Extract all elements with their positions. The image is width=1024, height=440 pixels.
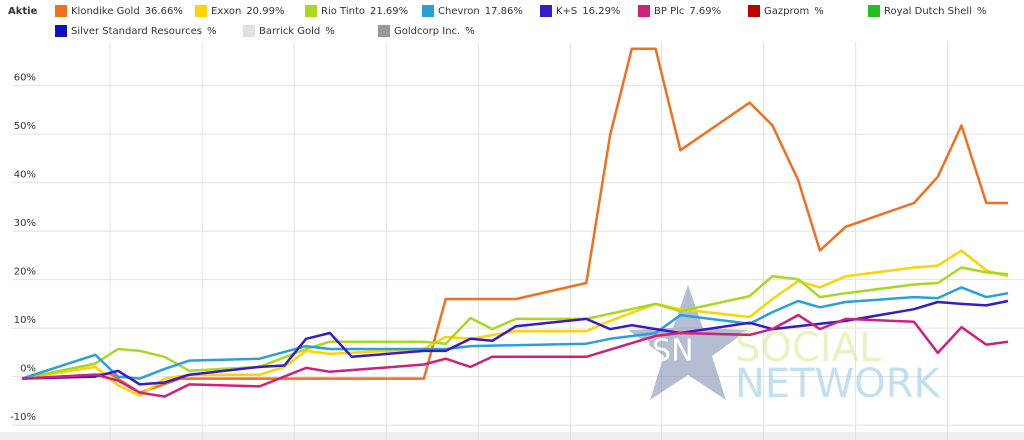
series-line — [21, 286, 1009, 380]
legend-swatch — [55, 25, 67, 37]
legend-swatch — [305, 5, 317, 17]
legend-swatch — [748, 5, 760, 17]
legend-name: Silver Standard Resources — [71, 26, 202, 37]
legend-value: 36.66% — [145, 6, 183, 17]
legend-value: 16.29% — [582, 6, 620, 17]
y-tick-label: 60% — [14, 73, 36, 84]
y-tick-label: 40% — [14, 170, 36, 181]
legend-entry: Barrick Gold% — [243, 25, 335, 37]
legend-name: Exxon — [211, 6, 241, 17]
series-line — [21, 47, 1008, 394]
legend-label: K+S 16.29% — [556, 6, 620, 17]
legend-entry: BP Plc 7.69% — [638, 5, 721, 17]
legend-swatch — [540, 5, 552, 17]
series-line — [21, 266, 1009, 380]
legend-name: Klondike Gold — [71, 6, 140, 17]
legend-name: Goldcorp Inc. — [394, 26, 460, 37]
legend-swatch — [378, 25, 390, 37]
legend-name: Barrick Gold — [259, 26, 320, 37]
legend-value: % — [207, 26, 217, 37]
legend-label: Gazprom% — [764, 6, 824, 17]
watermark-star — [628, 285, 748, 400]
legend-name: Rio Tinto — [321, 6, 365, 17]
y-tick-label: -10% — [10, 412, 36, 423]
y-tick-label: 30% — [14, 218, 36, 229]
legend-name: BP Plc — [654, 6, 684, 17]
legend-value: % — [465, 26, 475, 37]
legend-value: % — [325, 26, 335, 37]
legend-value: 17.86% — [485, 6, 523, 17]
y-tick-label: 50% — [14, 121, 36, 132]
legend-name: Chevron — [438, 6, 480, 17]
legend-entry: Rio Tinto 21.69% — [305, 5, 408, 17]
x-axis-band — [0, 432, 1024, 440]
legend-value: 21.69% — [370, 6, 408, 17]
legend-name: Gazprom — [764, 6, 809, 17]
legend-name: Royal Dutch Shell — [884, 6, 972, 17]
legend-entry: Chevron 17.86% — [422, 5, 523, 17]
legend-entry: Royal Dutch Shell% — [868, 5, 987, 17]
legend-entry: K+S 16.29% — [540, 5, 620, 17]
series-line — [21, 313, 1009, 398]
y-tick-label: 20% — [14, 267, 36, 278]
legend-swatch — [638, 5, 650, 17]
legend-swatch — [243, 25, 255, 37]
legend-title: Aktie — [8, 6, 38, 17]
legend-label: Chevron 17.86% — [438, 6, 523, 17]
legend-label: Goldcorp Inc.% — [394, 26, 475, 37]
y-tick-label: 10% — [14, 315, 36, 326]
legend-value: % — [977, 6, 987, 17]
legend-swatch — [195, 5, 207, 17]
legend-entry: Gazprom% — [748, 5, 824, 17]
legend-entry: Goldcorp Inc.% — [378, 25, 475, 37]
legend-name: K+S — [556, 6, 577, 17]
legend-label: Barrick Gold% — [259, 26, 335, 37]
legend-label: Silver Standard Resources% — [71, 26, 217, 37]
legend-label: Royal Dutch Shell% — [884, 6, 987, 17]
series-line — [21, 299, 1009, 386]
legend-value: 20.99% — [246, 6, 284, 17]
legend-value: % — [814, 6, 824, 17]
legend-entry: Silver Standard Resources% — [55, 25, 217, 37]
watermark-short: BSN — [632, 334, 694, 369]
watermark: BSN SOCIAL NETWORK — [628, 285, 941, 407]
legend-entry: Exxon 20.99% — [195, 5, 284, 17]
legend-label: BP Plc 7.69% — [654, 6, 721, 17]
legend-entry: Klondike Gold 36.66% — [55, 5, 183, 17]
legend-label: Klondike Gold 36.66% — [71, 6, 183, 17]
y-tick-label: 0% — [20, 364, 36, 375]
legend-swatch — [422, 5, 434, 17]
legend-value: 7.69% — [689, 6, 721, 17]
legend-swatch — [868, 5, 880, 17]
legend-swatch — [55, 5, 67, 17]
watermark-line2: NETWORK — [735, 361, 941, 407]
series-line — [21, 249, 1009, 397]
legend-label: Exxon 20.99% — [211, 6, 284, 17]
legend-label: Rio Tinto 21.69% — [321, 6, 408, 17]
